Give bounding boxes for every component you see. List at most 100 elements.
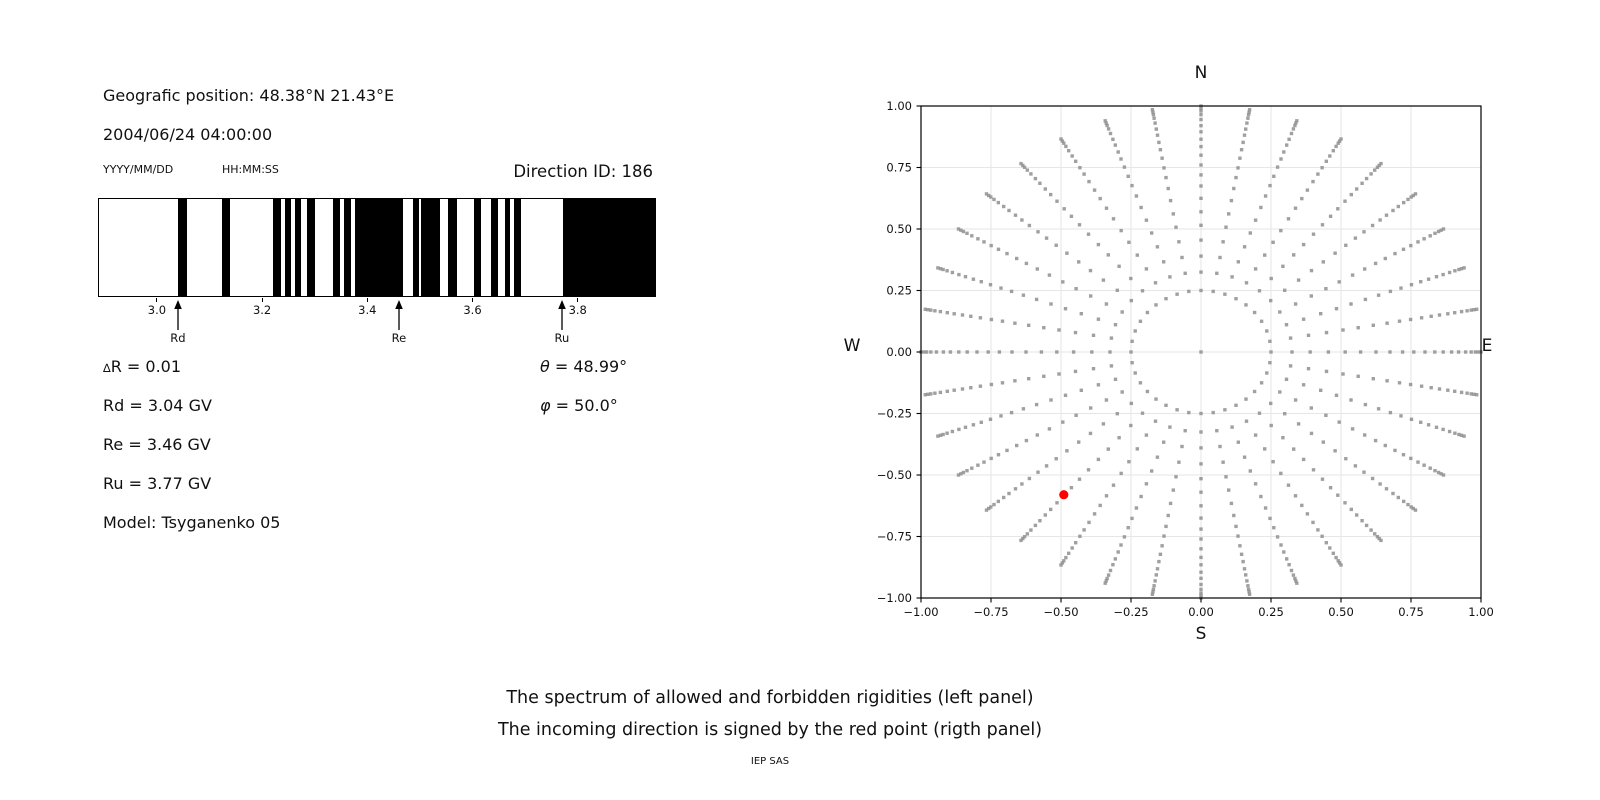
direction-dot [978, 384, 983, 388]
x-tick-label: 0.00 [1188, 605, 1214, 619]
direction-dot [1104, 494, 1109, 498]
direction-dot [1419, 420, 1423, 424]
x-tick-mark [472, 298, 474, 302]
allowed-band [413, 199, 419, 296]
direction-dot [1446, 312, 1450, 316]
credit-text: IEP SAS [750, 756, 790, 767]
direction-dot [1174, 475, 1178, 479]
direction-dot [1253, 482, 1258, 486]
direction-dot [996, 200, 1000, 205]
direction-dot [1232, 186, 1236, 191]
rigidity-spectrum-axis: 3.0 3.2 3.4 3.6 3.8 Rd Re Ru [98, 298, 654, 360]
rd-text: Rd = 3.04 GV [103, 396, 212, 415]
direction-dot [1244, 397, 1248, 401]
direction-dot [1428, 466, 1432, 470]
direction-dot [1096, 457, 1101, 462]
direction-dot [1433, 231, 1437, 235]
direction-dot [1234, 524, 1238, 529]
direction-dot [1015, 443, 1019, 448]
direction-dot [936, 434, 940, 438]
direction-dot [1416, 460, 1420, 464]
direction-dot [1371, 323, 1375, 327]
direction-dot [957, 350, 961, 354]
direction-dot [1378, 482, 1382, 486]
direction-dot [1433, 350, 1437, 354]
direction-dot [1042, 374, 1046, 378]
compass-south-label: S [1196, 624, 1207, 644]
direction-dot [1029, 172, 1033, 176]
direction-dot [1238, 544, 1242, 548]
direction-dot [1087, 179, 1091, 184]
direction-dot [1336, 141, 1340, 145]
direction-dot [1098, 503, 1102, 508]
direction-dot [1120, 310, 1124, 314]
direction-dot [1062, 207, 1066, 211]
direction-dot [957, 427, 961, 432]
direction-dot [1151, 112, 1156, 117]
direction-dot [1234, 297, 1238, 301]
direction-dot [923, 307, 927, 311]
direction-dot [1130, 339, 1134, 343]
direction-dot [1013, 213, 1018, 217]
direction-dot [1086, 468, 1091, 472]
direction-dot [1429, 386, 1433, 390]
direction-dot [1027, 323, 1031, 327]
direction-dot [1259, 381, 1264, 385]
direction-dot [926, 308, 930, 312]
direction-dot [1379, 161, 1383, 166]
direction-dot [1287, 137, 1291, 141]
direction-dot [976, 237, 980, 241]
direction-dot [1144, 482, 1149, 486]
direction-dot [1308, 350, 1312, 354]
direction-dot [1119, 157, 1123, 161]
direction-dot [1283, 412, 1287, 416]
direction-dot [1279, 543, 1283, 547]
direction-dot [1113, 377, 1118, 381]
direction-dot [948, 350, 953, 354]
direction-dot [1183, 271, 1187, 275]
direction-dot [969, 386, 973, 390]
direction-dot [1138, 319, 1143, 323]
direction-dot [1457, 267, 1461, 272]
direction-dot [1043, 513, 1047, 517]
direction-dot [1065, 251, 1069, 255]
direction-dot [1155, 567, 1160, 571]
allowed-band [307, 199, 315, 296]
direction-dot [1054, 243, 1058, 247]
direction-dot [1309, 431, 1314, 436]
direction-dot [1413, 508, 1418, 512]
direction-dot [1101, 278, 1106, 282]
direction-dot [1286, 217, 1291, 221]
direction-dot [936, 266, 940, 270]
direction-dot [1349, 507, 1353, 512]
direction-dot [1033, 176, 1038, 181]
direction-dot [1244, 573, 1248, 577]
theta-value: = 48.99° [549, 357, 628, 376]
direction-dot [1060, 139, 1065, 143]
direction-dot [1221, 460, 1225, 464]
direction-dot [1164, 297, 1168, 301]
direction-dot [1104, 121, 1108, 125]
compass-east-label: E [1482, 336, 1493, 356]
direction-dot [987, 193, 991, 198]
direction-dot [1223, 408, 1227, 412]
direction-dot [1409, 456, 1413, 461]
direction-dot [1049, 192, 1053, 197]
direction-dot [1350, 427, 1355, 431]
direction-dot [1242, 245, 1247, 249]
direction-dot [1089, 294, 1093, 298]
direction-dot [1063, 307, 1068, 311]
direction-dot [1311, 468, 1316, 472]
direction-dot [1337, 280, 1341, 284]
direction-dot [1070, 546, 1074, 550]
direction-dot [1433, 469, 1437, 473]
direction-dot [970, 234, 974, 238]
allowed-band [421, 199, 440, 296]
direction-dot [1229, 198, 1234, 203]
x-tick-label: −0.25 [1113, 605, 1148, 619]
direction-dot [1187, 410, 1191, 415]
geographic-position-text: Geografic position: 48.38°N 21.43°E [103, 86, 395, 105]
direction-dot [1316, 528, 1320, 532]
direction-dot [1199, 563, 1203, 567]
direction-dot [1199, 570, 1203, 574]
